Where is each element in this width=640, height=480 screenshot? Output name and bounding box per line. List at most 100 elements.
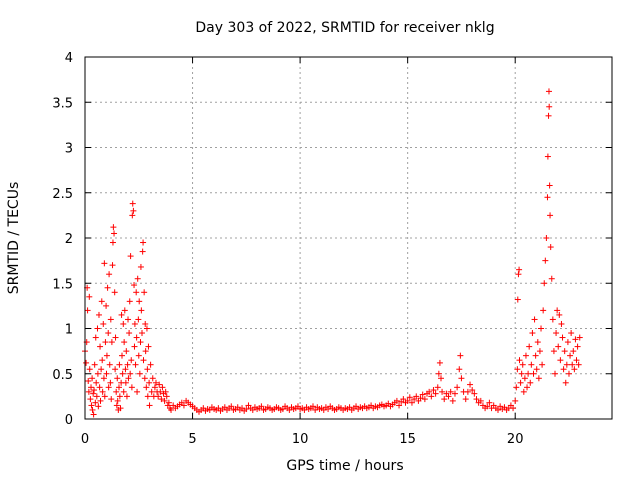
data-point [124, 361, 131, 368]
data-point [421, 396, 428, 403]
y-axis-label: SRMTID / TECUs [6, 182, 22, 295]
data-point [434, 384, 441, 391]
data-point [559, 334, 566, 341]
data-point [546, 182, 553, 189]
data-point [143, 384, 150, 391]
data-point [393, 397, 400, 404]
data-point [141, 375, 148, 382]
data-point [120, 388, 127, 395]
data-point [157, 388, 164, 395]
data-point [553, 330, 560, 337]
data-point [100, 375, 107, 382]
data-point [114, 375, 121, 382]
data-point [95, 311, 102, 318]
data-point [575, 361, 582, 368]
data-point [136, 298, 143, 305]
data-point [554, 307, 561, 314]
data-point [104, 284, 111, 291]
data-point [90, 411, 97, 418]
data-point [516, 357, 523, 364]
data-point [93, 393, 100, 400]
data-point [87, 396, 94, 403]
data-point [158, 396, 165, 403]
data-point [456, 366, 463, 373]
data-point [92, 399, 99, 406]
data-point [106, 271, 113, 278]
data-point [110, 224, 117, 231]
data-point [113, 388, 120, 395]
data-point [162, 388, 169, 395]
data-point [400, 396, 407, 403]
data-point [131, 320, 138, 327]
data-point [540, 307, 547, 314]
data-point [545, 112, 552, 119]
data-point [548, 275, 555, 282]
data-point [138, 307, 145, 314]
data-point [126, 330, 133, 337]
data-point [536, 348, 543, 355]
data-point [550, 348, 557, 355]
data-point [89, 406, 96, 413]
data-point [161, 397, 168, 404]
data-point [88, 402, 95, 409]
data-point [137, 263, 144, 270]
data-point [561, 348, 568, 355]
y-tick-label: 3 [65, 142, 73, 157]
data-point [144, 366, 151, 373]
y-tick-label: 0.5 [52, 368, 73, 383]
data-point [573, 357, 580, 364]
data-point [469, 387, 476, 394]
x-axis-label: GPS time / hours [286, 458, 403, 474]
data-point [547, 244, 554, 251]
data-point [518, 370, 525, 377]
data-point [524, 384, 531, 391]
data-point [102, 339, 109, 346]
data-point [108, 396, 115, 403]
data-point [135, 316, 142, 323]
data-point [457, 352, 464, 359]
data-point [525, 370, 532, 377]
data-point [558, 320, 565, 327]
data-point [515, 271, 522, 278]
data-point [139, 330, 146, 337]
data-point [142, 348, 149, 355]
data-point [133, 289, 140, 296]
data-point [445, 393, 452, 400]
data-point [88, 384, 95, 391]
data-point [112, 334, 119, 341]
data-point [557, 357, 564, 364]
data-point [123, 348, 130, 355]
data-point [467, 381, 474, 388]
data-point [146, 379, 153, 386]
chart-title: Day 303 of 2022, SRMTID for receiver nkl… [195, 20, 494, 36]
data-point [545, 88, 552, 95]
data-point [437, 375, 444, 382]
data-point [168, 406, 175, 413]
data-point [120, 320, 127, 327]
data-point [521, 375, 528, 382]
data-point [527, 379, 534, 386]
data-point [111, 289, 118, 296]
data-point [135, 352, 142, 359]
data-point [549, 316, 556, 323]
data-point [447, 388, 454, 395]
data-point [95, 403, 102, 410]
data-point [543, 235, 550, 241]
data-point [439, 388, 446, 395]
data-point [560, 366, 567, 373]
data-point [98, 366, 105, 373]
data-point [98, 298, 105, 305]
data-point [99, 388, 106, 395]
data-point [551, 370, 558, 377]
data-point [477, 397, 484, 404]
data-point [97, 343, 104, 350]
ticks-layer: 0 0.5 1 1.5 2 2.5 3 3.5 4 0 5 10 15 20 [52, 51, 612, 447]
data-point [180, 402, 187, 409]
data-point [526, 343, 533, 350]
data-point [544, 194, 551, 201]
data-point [111, 230, 118, 237]
data-point [419, 391, 426, 398]
data-point [100, 320, 107, 327]
data-point [121, 339, 128, 346]
